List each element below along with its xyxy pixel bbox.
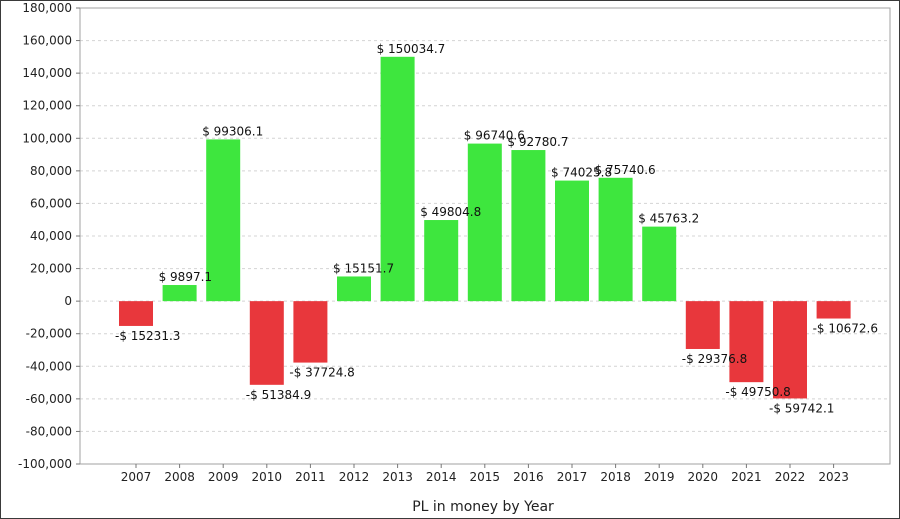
x-tick-label: 2018 — [600, 470, 631, 484]
data-label-2018: $ 75740.6 — [595, 163, 656, 177]
data-label-2007: -$ 15231.3 — [115, 329, 180, 343]
data-label-2014: $ 49804.8 — [420, 205, 481, 219]
bar-2009 — [206, 139, 241, 302]
data-label-2021: -$ 49750.8 — [725, 385, 790, 399]
data-label-2012: $ 15151.7 — [333, 261, 394, 275]
x-tick-label: 2009 — [208, 470, 239, 484]
y-tick-label: 20,000 — [30, 262, 72, 276]
x-tick-label: 2014 — [426, 470, 457, 484]
x-tick-label: 2023 — [818, 470, 849, 484]
bars — [119, 56, 851, 399]
y-tick-labels: -100,000 -80,000 -60,000 -40,000 -20,000 0 20,… — [18, 1, 72, 471]
y-tick-label: 160,000 — [22, 34, 72, 48]
x-tick-label: 2007 — [121, 470, 152, 484]
y-tick-label: -100,000 — [18, 457, 72, 471]
bar-2007 — [119, 301, 153, 326]
bar-2008 — [162, 285, 197, 302]
y-tick-label: 140,000 — [22, 66, 72, 80]
data-label-2019: $ 45763.2 — [638, 212, 699, 226]
axes — [76, 7, 891, 468]
y-tick-label: 0 — [64, 294, 72, 308]
x-tick-label: 2016 — [513, 470, 544, 484]
x-tick-label: 2022 — [775, 470, 806, 484]
x-tick-labels: 2007 2008 2009 2010 2011 2012 2013 2014 2015 2016… — [121, 470, 849, 484]
bar-2012 — [337, 276, 371, 302]
bar-2011 — [293, 301, 328, 363]
data-label-2016: $ 92780.7 — [507, 135, 568, 149]
bar-2010 — [249, 301, 284, 385]
x-tick-label: 2015 — [470, 470, 501, 484]
bar-2023 — [816, 301, 851, 319]
x-tick-label: 2021 — [731, 470, 762, 484]
y-tick-label: -60,000 — [26, 392, 72, 406]
bar-2013 — [380, 56, 415, 302]
data-label-2008: $ 9897.1 — [159, 270, 212, 284]
y-tick-label: 40,000 — [30, 229, 72, 243]
data-label-2022: -$ 59742.1 — [769, 401, 834, 415]
x-tick-label: 2019 — [644, 470, 675, 484]
bar-2018 — [598, 177, 633, 302]
x-tick-label: 2017 — [557, 470, 588, 484]
bar-2015 — [467, 143, 502, 302]
data-label-2013: $ 150034.7 — [377, 42, 446, 56]
bar-2021 — [729, 301, 764, 383]
x-tick-label: 2012 — [339, 470, 370, 484]
y-tick-label: 120,000 — [22, 99, 72, 113]
x-tick-label: 2010 — [252, 470, 283, 484]
y-tick-label: 80,000 — [30, 164, 72, 178]
data-label-2020: -$ 29376.8 — [682, 352, 747, 366]
y-tick-label: -20,000 — [26, 327, 72, 341]
data-label-2023: -$ 10672.6 — [813, 322, 878, 336]
bar-2014 — [424, 220, 459, 302]
x-tick-label: 2020 — [688, 470, 719, 484]
x-axis-title: PL in money by Year — [412, 499, 554, 515]
data-label-2009: $ 99306.1 — [202, 124, 263, 138]
y-tick-label: 100,000 — [22, 131, 72, 145]
bar-2016 — [511, 150, 546, 302]
y-tick-label: -80,000 — [26, 424, 72, 438]
x-tick-label: 2008 — [164, 470, 195, 484]
bar-2020 — [685, 301, 720, 349]
y-tick-label: 180,000 — [22, 1, 72, 15]
data-label-2010: -$ 51384.9 — [246, 388, 311, 402]
data-label-2011: -$ 37724.8 — [289, 366, 354, 380]
data-labels: -$ 15231.3 $ 9897.1 $ 99306.1 -$ 51384.9 -$ … — [115, 42, 878, 416]
y-tick-label: 60,000 — [30, 196, 72, 210]
bar-2019 — [642, 226, 677, 302]
bar-2017 — [555, 180, 589, 302]
x-tick-label: 2013 — [382, 470, 413, 484]
bar-2022 — [773, 301, 807, 399]
data-label-2017: $ 74025.8 — [551, 166, 612, 180]
x-tick-label: 2011 — [295, 470, 326, 484]
y-tick-label: -40,000 — [26, 359, 72, 373]
data-label-2015: $ 96740.6 — [464, 129, 525, 143]
